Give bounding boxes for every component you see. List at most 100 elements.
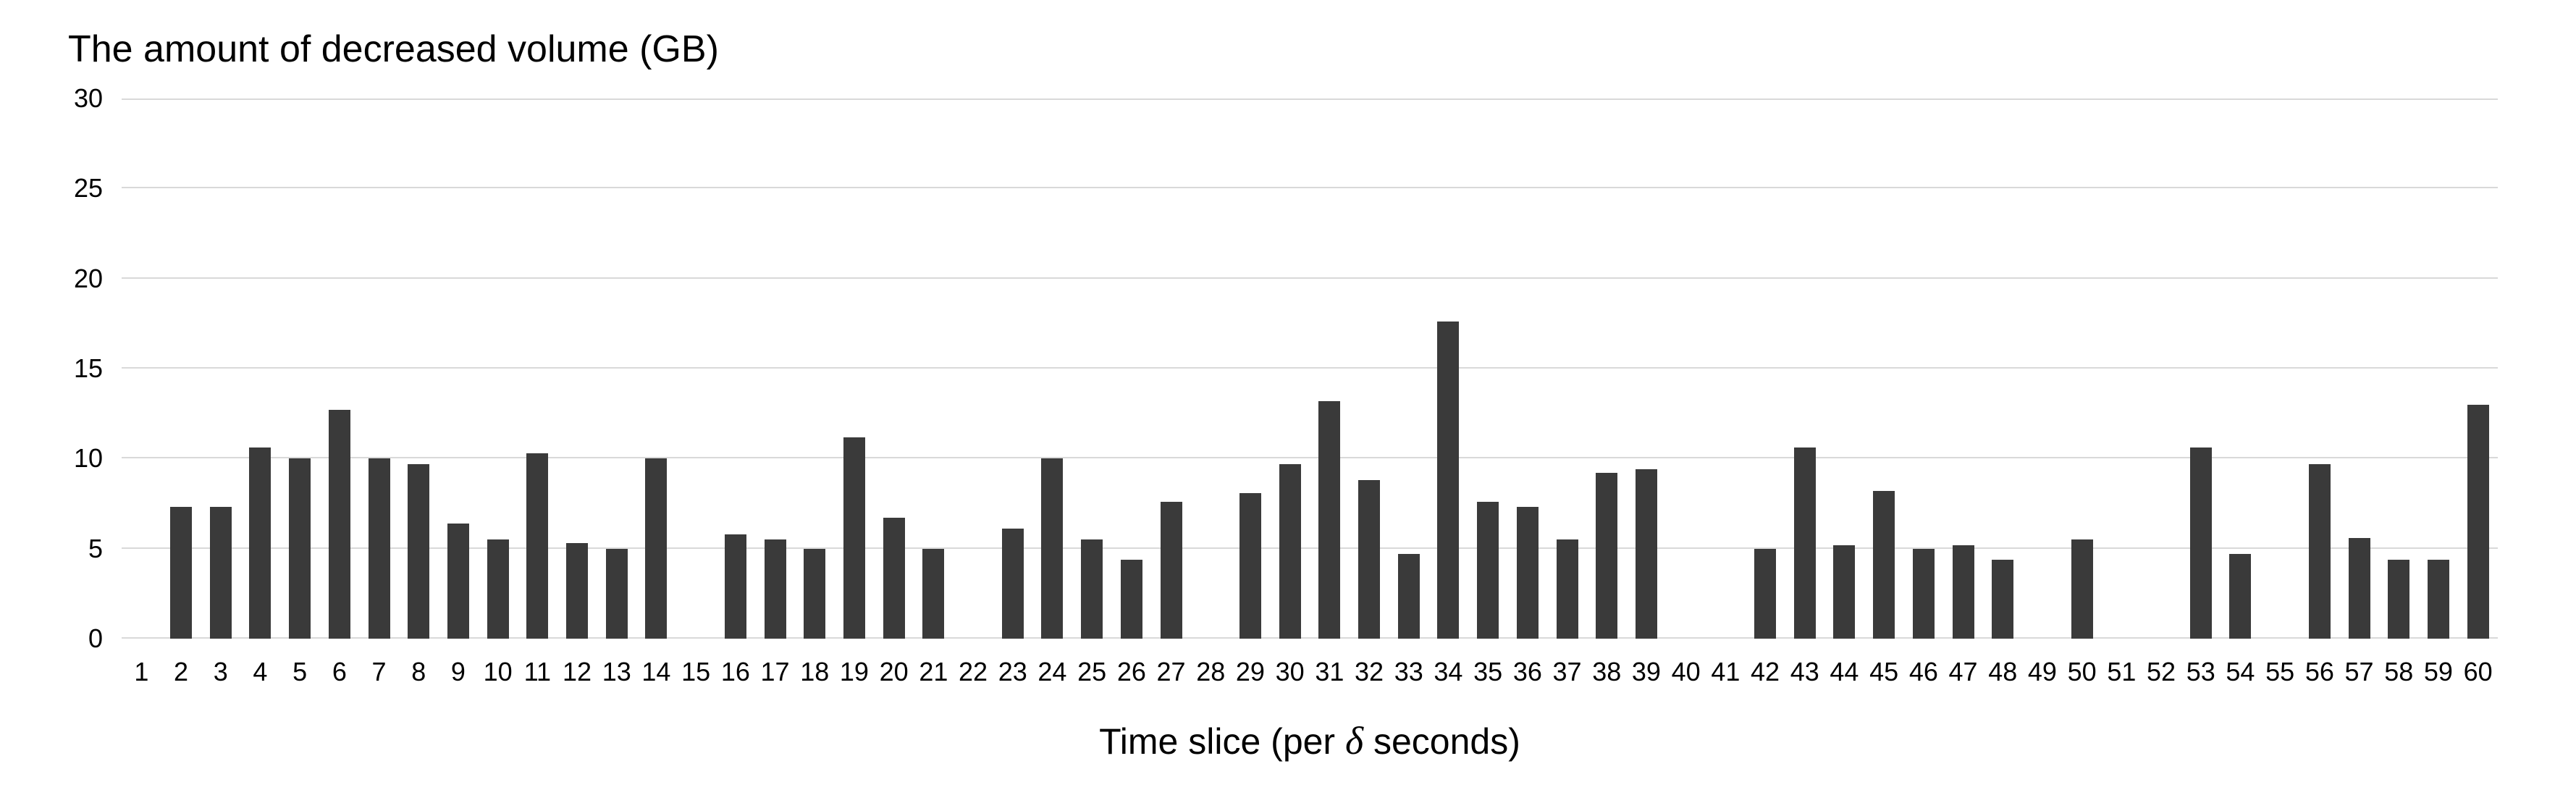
x-tick-label: 27 [1156,657,1186,686]
x-axis-title: Time slice (per δ seconds) [122,720,2498,762]
y-tick-label: 5 [88,533,103,563]
x-tick-label: 56 [2304,657,2334,686]
x-tick-label: 55 [2265,657,2295,686]
x-tick-label: 14 [641,657,671,686]
x-tick-label: 31 [1315,657,1344,686]
bar [2467,404,2489,639]
x-tick-label: 6 [332,657,347,686]
gridline [122,98,2498,100]
gridline [122,187,2498,189]
bar [1120,559,1142,639]
plot-area: 1 2 3 4 5 6 7 8 9 10 11 12 13 14 15 16 17 18 19 20 21 22 23 24 2… [122,98,2498,686]
x-tick-label: 34 [1434,657,1463,686]
bar [1437,322,1460,639]
x-tick-label: 16 [720,657,750,686]
bar [1239,492,1261,639]
bar [1556,539,1578,639]
bar [922,548,945,639]
y-tick-label: 10 [73,443,103,474]
bar [1397,554,1420,639]
bar [1160,502,1182,639]
x-tick-label: 26 [1116,657,1146,686]
x-tick-label: 7 [371,657,387,686]
x-tick-label: 52 [2147,657,2176,686]
y-tick-label: 15 [73,353,103,383]
bar [605,548,628,639]
bar [1318,400,1341,639]
x-tick-label: 51 [2107,657,2137,686]
x-tick-label: 18 [800,657,830,686]
x-tick-label: 57 [2344,657,2374,686]
bar [487,539,509,639]
gridline [122,277,2498,279]
x-tick-label: 43 [1790,657,1819,686]
bar [804,548,826,639]
x-tick-label: 33 [1394,657,1423,686]
bar [1833,545,1856,639]
bar [289,458,311,639]
bar [526,453,549,639]
bar [645,458,668,639]
x-tick-label: 24 [1037,657,1067,686]
bar [1041,458,1064,639]
x-tick-label: 60 [2463,657,2493,686]
bar [566,543,589,639]
y-tick-label: 25 [73,173,103,203]
x-axis-title-prefix: Time slice (per [1099,721,1345,762]
bar [1477,502,1499,639]
bar [883,518,905,639]
bar [724,534,746,639]
bar [1912,548,1935,639]
x-tick-label: 29 [1235,657,1265,686]
x-tick-label: 45 [1869,657,1899,686]
x-tick-label: 58 [2384,657,2414,686]
bar [408,463,430,639]
x-tick-label: 1 [134,657,149,686]
bar [209,507,232,639]
bar [2388,559,2410,639]
x-tick-label: 59 [2423,657,2453,686]
bar [1279,463,1301,639]
bar [764,539,786,639]
x-tick-label: 20 [879,657,909,686]
bar [1754,548,1777,639]
x-tick-label: 5 [292,657,308,686]
x-tick-label: 41 [1711,657,1741,686]
x-tick-label: 36 [1512,657,1542,686]
x-tick-label: 10 [483,657,513,686]
x-tick-label: 54 [2226,657,2255,686]
x-tick-label: 13 [602,657,631,686]
x-tick-label: 11 [523,657,552,686]
x-tick-label: 9 [450,657,466,686]
x-tick-label: 46 [1908,657,1938,686]
bar [1793,447,1816,639]
x-tick-label: 15 [681,657,711,686]
x-tick-label: 19 [839,657,869,686]
bar [368,458,390,639]
bar [1635,469,1657,639]
bar [843,437,865,639]
y-tick-label: 20 [73,263,103,293]
x-tick-label: 48 [1988,657,2018,686]
y-tick-label: 30 [73,83,103,113]
bar [1952,545,1974,639]
gridline [122,457,2498,459]
bar [2071,539,2093,639]
bar [2348,537,2370,639]
delta-symbol: δ [1344,719,1364,762]
bar [1358,480,1381,639]
x-tick-label: 25 [1077,657,1107,686]
x-tick-label: 39 [1631,657,1661,686]
x-tick-label: 12 [563,657,592,686]
x-tick-label: 21 [919,657,948,686]
gridline [122,367,2498,369]
bar [1081,539,1103,639]
y-tick-label: 0 [88,623,103,653]
x-tick-label: 40 [1671,657,1701,686]
x-tick-label: 38 [1592,657,1622,686]
x-tick-label: 23 [998,657,1027,686]
x-tick-label: 30 [1275,657,1305,686]
bar [1992,559,2014,639]
x-tick-label: 3 [213,657,228,686]
